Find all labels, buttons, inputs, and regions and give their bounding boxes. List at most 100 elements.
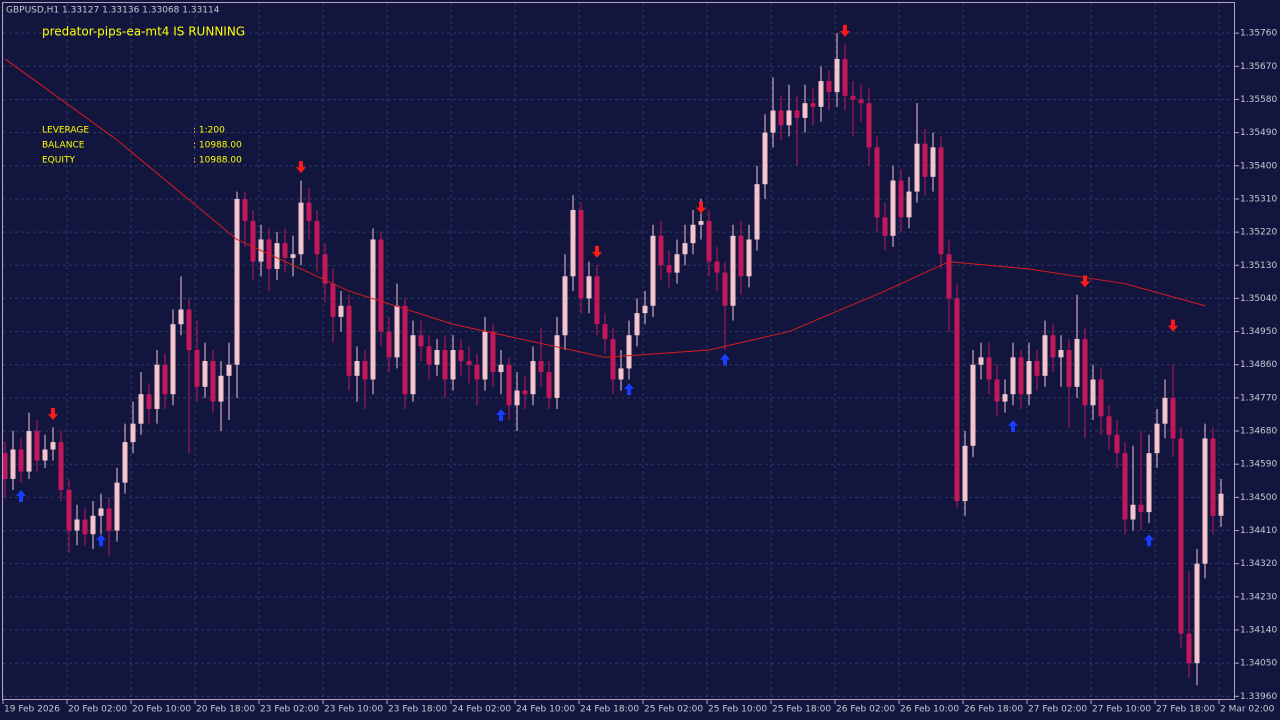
x-tick-label: 27 Feb 10:00 (1092, 705, 1151, 715)
y-tick-label: 1.34230 (1240, 592, 1277, 602)
x-tick-label: 24 Feb 10:00 (516, 705, 575, 715)
candle-body (586, 276, 592, 299)
candle-body (754, 184, 760, 240)
buy-arrow (720, 353, 730, 366)
candle-body (218, 375, 224, 402)
y-tick-label: 1.35220 (1240, 228, 1277, 238)
candle-body (306, 202, 312, 222)
candle-body (1042, 335, 1048, 376)
candle-body (970, 364, 976, 446)
candle-body (274, 243, 280, 269)
candle-body (698, 221, 704, 225)
candle-body (66, 490, 72, 531)
candle-body (994, 379, 1000, 402)
x-tick-label: 20 Feb 10:00 (132, 705, 191, 715)
candle-body (122, 442, 128, 483)
x-tick-label: 23 Feb 10:00 (324, 705, 383, 715)
candle-body (426, 346, 432, 365)
y-tick-label: 1.34590 (1240, 460, 1277, 470)
candle-body (810, 103, 816, 107)
ea-title: predator-pips-ea-mt4 IS RUNNING (42, 25, 245, 39)
candle-body (594, 276, 600, 325)
candle-body (442, 350, 448, 380)
candle-body (722, 272, 728, 306)
candle-body (74, 519, 80, 531)
candle-body (618, 368, 624, 380)
candle-body (650, 235, 656, 306)
y-tick-label: 1.34410 (1240, 526, 1277, 536)
plot-border (2, 2, 1235, 700)
candle-body (114, 482, 120, 531)
candle-body (674, 254, 680, 273)
x-tick-label: 25 Feb 10:00 (708, 705, 767, 715)
candle-body (562, 276, 568, 336)
sell-arrow (1168, 319, 1178, 332)
candle-body (434, 350, 440, 365)
candle-body (866, 103, 872, 148)
candle-body (330, 283, 336, 317)
candle-body (498, 364, 504, 373)
candle-body (706, 221, 712, 262)
candle-body (850, 95, 856, 100)
candle-body (1074, 338, 1080, 387)
candle-body (834, 58, 840, 93)
candle-body (2, 453, 8, 479)
candle-body (162, 364, 168, 395)
y-tick-label: 1.34320 (1240, 559, 1277, 569)
info-panel: LEVERAGE: 1:200 BALANCE: 10988.00 EQUITY: … (42, 126, 242, 166)
candle-body (458, 350, 464, 362)
candle-body (490, 331, 496, 373)
candle-body (410, 335, 416, 395)
candle-body (1114, 434, 1120, 454)
candle-body (1154, 423, 1160, 454)
candle-body (1018, 357, 1024, 395)
x-tick-label: 24 Feb 18:00 (580, 705, 639, 715)
candle-body (746, 239, 752, 277)
info-label: LEVERAGE (42, 126, 89, 136)
candle-body (474, 364, 480, 380)
candle-body (1210, 438, 1216, 516)
candle-body (202, 361, 208, 387)
candle-body (50, 442, 56, 450)
candle-body (370, 239, 376, 380)
y-tick-label: 1.34140 (1240, 626, 1277, 636)
candle-body (298, 202, 304, 255)
candle-body (714, 261, 720, 273)
candle-body (530, 361, 536, 395)
candle-body (186, 309, 192, 350)
candle-body (642, 305, 648, 314)
candle-body (282, 243, 288, 258)
y-tick-label: 1.34500 (1240, 493, 1277, 503)
candle-body (130, 423, 136, 443)
x-tick-label: 19 Feb 2026 (4, 705, 60, 715)
candle-body (626, 335, 632, 369)
candle-body (578, 210, 584, 299)
candle-body (922, 143, 928, 177)
candle-body (82, 519, 88, 535)
candle-body (106, 508, 112, 531)
candle-body (874, 147, 880, 218)
x-tick-label: 27 Feb 18:00 (1156, 705, 1215, 715)
candle-body (826, 81, 832, 93)
candle-body (962, 445, 968, 502)
candle-body (1186, 633, 1192, 664)
candle-body (634, 313, 640, 336)
candle-body (882, 217, 888, 236)
candle-body (154, 364, 160, 409)
candle-body (954, 298, 960, 502)
candle-body (1202, 438, 1208, 564)
candle-body (322, 254, 328, 284)
candle-body (682, 243, 688, 255)
candle-body (242, 198, 248, 222)
sell-arrow (840, 24, 850, 37)
chart-header: GBPUSD,H1 1.33127 1.33136 1.33068 1.3311… (6, 6, 220, 16)
candle-body (898, 180, 904, 218)
buy-arrow (1144, 534, 1154, 547)
candle-body (554, 335, 560, 398)
candle-body (314, 221, 320, 255)
candle-body (34, 431, 40, 461)
candle-body (210, 361, 216, 402)
candle-body (914, 143, 920, 192)
candle-body (378, 239, 384, 332)
